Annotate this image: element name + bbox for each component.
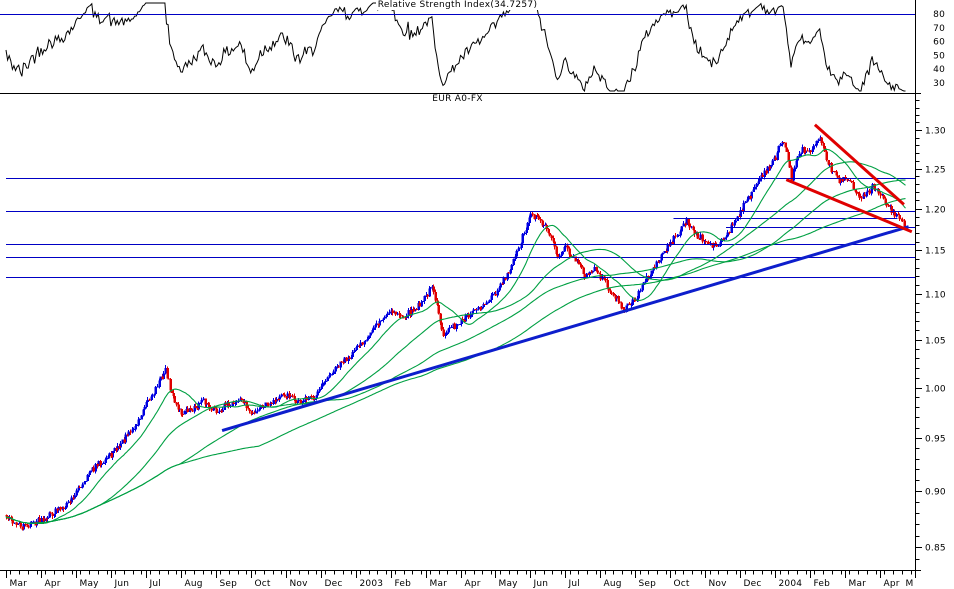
svg-text:1.00: 1.00 bbox=[925, 385, 946, 395]
support-resistance-levels bbox=[6, 177, 915, 279]
wedge-lower-trendline bbox=[785, 178, 913, 234]
svg-text:Feb: Feb bbox=[395, 579, 412, 589]
svg-text:30: 30 bbox=[933, 79, 945, 89]
svg-text:0.95: 0.95 bbox=[925, 435, 946, 445]
svg-text:0.85: 0.85 bbox=[925, 544, 946, 554]
svg-text:Jun: Jun bbox=[533, 579, 549, 589]
svg-text:Jun: Jun bbox=[114, 579, 130, 589]
svg-text:Apr: Apr bbox=[45, 579, 61, 589]
svg-text:Sep: Sep bbox=[639, 579, 657, 589]
rsi-indicator bbox=[0, 2, 915, 93]
svg-text:Apr: Apr bbox=[465, 579, 481, 589]
svg-text:Jul: Jul bbox=[149, 579, 161, 589]
svg-text:Aug: Aug bbox=[604, 579, 622, 589]
svg-text:Nov: Nov bbox=[709, 579, 728, 589]
rsi-line bbox=[5, 2, 906, 93]
svg-text:Oct: Oct bbox=[255, 579, 271, 589]
svg-text:Aug: Aug bbox=[185, 579, 203, 589]
svg-text:1.10: 1.10 bbox=[925, 291, 946, 301]
svg-text:Dec: Dec bbox=[744, 579, 762, 589]
svg-text:Mar: Mar bbox=[10, 579, 28, 589]
svg-text:Dec: Dec bbox=[325, 579, 343, 589]
svg-text:Apr: Apr bbox=[884, 579, 900, 589]
svg-text:M: M bbox=[906, 579, 914, 589]
candlestick-series bbox=[5, 135, 907, 531]
trendlines bbox=[221, 123, 913, 433]
uptrend-trendline bbox=[221, 225, 910, 433]
svg-text:40: 40 bbox=[933, 65, 945, 75]
svg-text:2003: 2003 bbox=[360, 579, 384, 589]
svg-text:1.05: 1.05 bbox=[925, 337, 946, 347]
svg-text:80: 80 bbox=[933, 10, 945, 20]
svg-text:Feb: Feb bbox=[814, 579, 831, 589]
svg-text:Nov: Nov bbox=[290, 579, 309, 589]
moving-average-lines bbox=[5, 148, 906, 525]
svg-text:May: May bbox=[80, 579, 100, 589]
svg-text:Oct: Oct bbox=[674, 579, 690, 589]
svg-text:1.25: 1.25 bbox=[925, 166, 946, 176]
svg-text:Mar: Mar bbox=[430, 579, 448, 589]
svg-text:Jul: Jul bbox=[568, 579, 580, 589]
svg-text:50: 50 bbox=[933, 51, 945, 61]
svg-text:Mar: Mar bbox=[849, 579, 867, 589]
svg-text:60: 60 bbox=[933, 38, 945, 48]
svg-text:1.20: 1.20 bbox=[925, 206, 946, 216]
svg-text:2004: 2004 bbox=[779, 579, 803, 589]
svg-text:May: May bbox=[499, 579, 519, 589]
wedge-upper-trendline bbox=[813, 123, 905, 206]
svg-text:1.15: 1.15 bbox=[925, 247, 946, 257]
svg-text:Sep: Sep bbox=[220, 579, 238, 589]
svg-text:0.90: 0.90 bbox=[925, 488, 946, 498]
svg-text:70: 70 bbox=[933, 24, 945, 34]
svg-text:1.30: 1.30 bbox=[925, 127, 946, 137]
